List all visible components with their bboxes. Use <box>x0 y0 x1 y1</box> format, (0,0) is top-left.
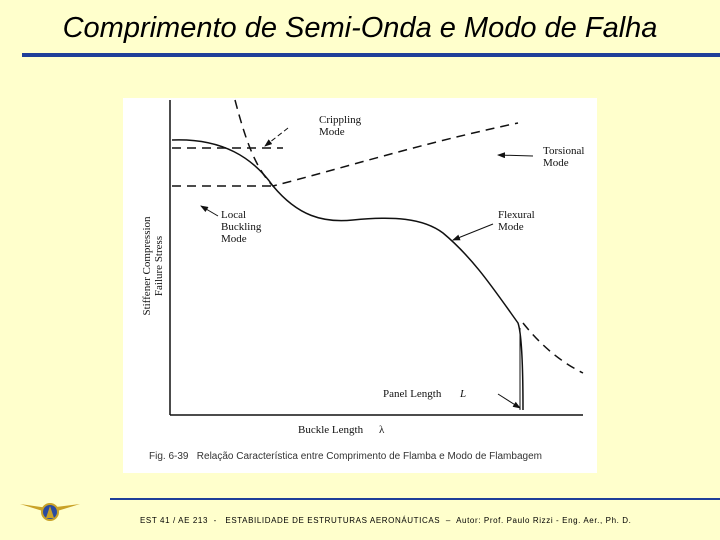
y-axis-label: Stiffener CompressionFailure Stress <box>141 216 165 316</box>
label-line: Mode <box>498 221 524 233</box>
footer-rule <box>110 498 720 500</box>
footer: EST 41 / AE 213 - ESTABILIDADE DE ESTRUT… <box>140 516 632 525</box>
label-line: Mode <box>543 157 569 169</box>
label-line: Stiffener Compression <box>141 216 153 316</box>
caption: Fig. 6-39 Relação Característica entre C… <box>149 451 542 462</box>
figure-drawing: Crippling Mode Torsional Mode Local Bucklin… <box>141 99 584 462</box>
label-line: Crippling <box>319 114 362 126</box>
curves <box>169 99 584 416</box>
label: Torsional Mode <box>543 145 584 169</box>
label-line: Buckling <box>221 221 262 233</box>
label: Local Buckling Mode <box>221 209 262 245</box>
flexural-curve <box>522 322 584 374</box>
label-line: Mode <box>221 233 247 245</box>
label-line: Failure Stress <box>153 236 165 296</box>
label: L <box>459 388 466 400</box>
slide-title: Comprimento de Semi-Onda e Modo de Falha <box>62 12 658 44</box>
label: Panel Length <box>383 388 442 400</box>
x-axis-symbol: λ <box>379 424 385 436</box>
label: Crippling Mode <box>319 114 362 138</box>
label-line: Mode <box>319 126 345 138</box>
label: Flexural Mode <box>498 209 535 233</box>
label-line: Local <box>221 209 246 221</box>
label-line: Flexural <box>498 209 535 221</box>
failure-curve <box>171 139 524 411</box>
logo <box>20 503 80 521</box>
figure: Crippling Mode Torsional Mode Local Bucklin… <box>123 98 597 473</box>
torsional-curve <box>234 99 519 187</box>
x-axis-label: Buckle Length <box>298 424 364 436</box>
title-rule <box>22 53 720 57</box>
label-line: Torsional <box>543 145 584 157</box>
